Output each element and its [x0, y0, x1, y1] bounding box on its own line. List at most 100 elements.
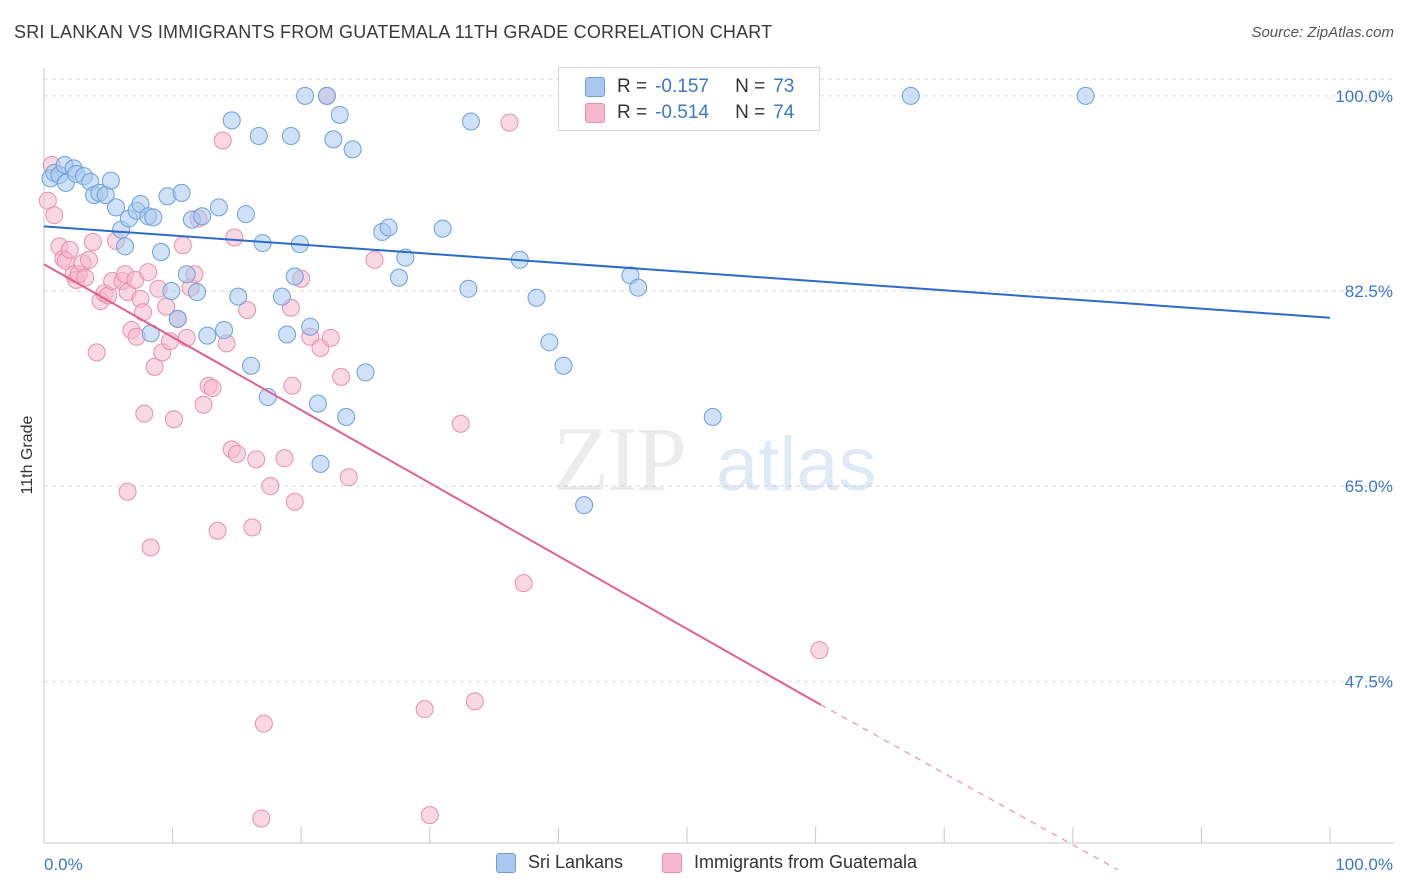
srilankans-point: [209, 198, 228, 217]
legend-swatch-pink: [585, 103, 605, 123]
srilankans-point: [379, 218, 398, 237]
srilankans-point: [575, 496, 594, 515]
legend-row-guatemala: R = -0.514 N = 74: [585, 102, 794, 124]
srilankans-point: [901, 86, 920, 105]
legend-n-value: 74: [773, 102, 795, 123]
srilankans-point: [215, 321, 234, 340]
guatemala-point: [203, 379, 222, 398]
srilankans-point: [285, 267, 304, 286]
srilankans-point: [188, 283, 207, 302]
srilankans-point: [461, 112, 480, 131]
legend-label: Immigrants from Guatemala: [694, 852, 918, 872]
srilankans-point: [229, 287, 248, 306]
series-legend: Sri Lankans Immigrants from Guatemala: [0, 850, 1406, 880]
srilankans-point: [433, 219, 452, 238]
guatemala-point: [173, 236, 192, 255]
legend-item-guatemala[interactable]: Immigrants from Guatemala: [662, 852, 917, 873]
guatemala-point: [252, 809, 271, 828]
srilankans-point: [324, 130, 343, 149]
legend-swatch-pink: [662, 852, 682, 873]
srilankans-point: [301, 317, 320, 336]
legend-item-srilankans[interactable]: Sri Lankans: [496, 852, 623, 873]
guatemala-point: [194, 395, 213, 414]
srilankans-point: [168, 309, 187, 328]
guatemala-point: [321, 328, 340, 347]
srilankans-trend-line: [43, 225, 1331, 319]
guatemala-point: [285, 492, 304, 511]
legend-r-label: R =: [617, 76, 648, 97]
srilankans-point: [337, 408, 356, 427]
guatemala-point: [247, 450, 266, 469]
guatemala-point: [141, 538, 160, 557]
legend-n-label: N =: [735, 102, 766, 123]
srilankans-point: [308, 394, 327, 413]
guatemala-point: [810, 641, 829, 660]
srilankans-point: [236, 205, 255, 224]
guatemala-point: [332, 367, 351, 386]
guatemala-point: [83, 232, 102, 251]
legend-n-label: N =: [735, 76, 766, 97]
srilankans-point: [330, 105, 349, 124]
guatemala-point: [87, 343, 106, 362]
guatemala-point: [465, 692, 484, 711]
srilankans-point: [343, 140, 362, 159]
guatemala-point: [213, 131, 232, 150]
legend-n-value: 73: [773, 76, 795, 97]
guatemala-point: [135, 404, 154, 423]
srilankans-point: [1076, 86, 1095, 105]
x-tick-label: 100.0%: [1335, 855, 1393, 874]
guatemala-point: [80, 250, 99, 269]
srilankans-point: [152, 242, 171, 261]
y-tick-label: 82.5%: [1345, 282, 1393, 301]
tick-labels: 100.0% 82.5% 65.0% 47.5% 0.0% 100.0%: [44, 87, 1393, 874]
y-tick-label: 65.0%: [1345, 477, 1393, 496]
guatemala-point: [500, 113, 519, 132]
watermark-zip: ZIP: [553, 408, 685, 510]
guatemala-point: [243, 518, 262, 537]
source-label: Source: ZipAtlas.com: [1251, 24, 1394, 41]
srilankans-point: [177, 265, 196, 284]
guatemala-point: [177, 328, 196, 347]
guatemala-point: [164, 410, 183, 429]
guatemala-point: [225, 228, 244, 247]
guatemala-point: [365, 250, 384, 269]
srilankans-point: [296, 86, 315, 105]
y-tick-label: 47.5%: [1345, 672, 1393, 691]
guatemala-point: [261, 477, 280, 496]
watermark: ZIP atlas: [553, 408, 877, 510]
guatemala-point: [339, 468, 358, 487]
series-srilankans-points: [41, 86, 1095, 515]
legend-r-value: -0.157: [655, 76, 709, 97]
guatemala-trend-line: [43, 263, 822, 706]
guatemala-point: [254, 714, 273, 733]
guatemala-point: [275, 449, 294, 468]
guatemala-point: [145, 357, 164, 376]
guatemala-point: [420, 806, 439, 825]
guatemala-point: [238, 300, 257, 319]
guatemala-point: [118, 482, 137, 501]
srilankans-point: [540, 333, 559, 352]
srilankans-point: [242, 356, 261, 375]
legend-row-srilankans: R = -0.157 N = 73: [585, 76, 794, 98]
guatemala-point: [208, 521, 227, 540]
series-guatemala-points: [38, 86, 829, 828]
srilankans-point: [629, 278, 648, 297]
guatemala-point: [227, 444, 246, 463]
srilankans-point: [116, 237, 135, 256]
guatemala-point: [76, 268, 95, 287]
guatemala-point: [60, 240, 79, 259]
srilankans-point: [527, 288, 546, 307]
legend-swatch-blue: [585, 77, 605, 97]
srilankans-point: [356, 363, 375, 382]
srilankans-point: [249, 127, 268, 146]
legend-r-value: -0.514: [655, 102, 709, 123]
srilankans-point: [198, 326, 217, 345]
srilankans-point: [311, 454, 330, 473]
srilankans-point: [272, 287, 291, 306]
guatemala-point: [451, 414, 470, 433]
legend-label: Sri Lankans: [528, 852, 624, 872]
srilankans-point: [222, 111, 241, 130]
watermark-atlas: atlas: [716, 422, 877, 507]
guatemala-point: [514, 574, 533, 593]
